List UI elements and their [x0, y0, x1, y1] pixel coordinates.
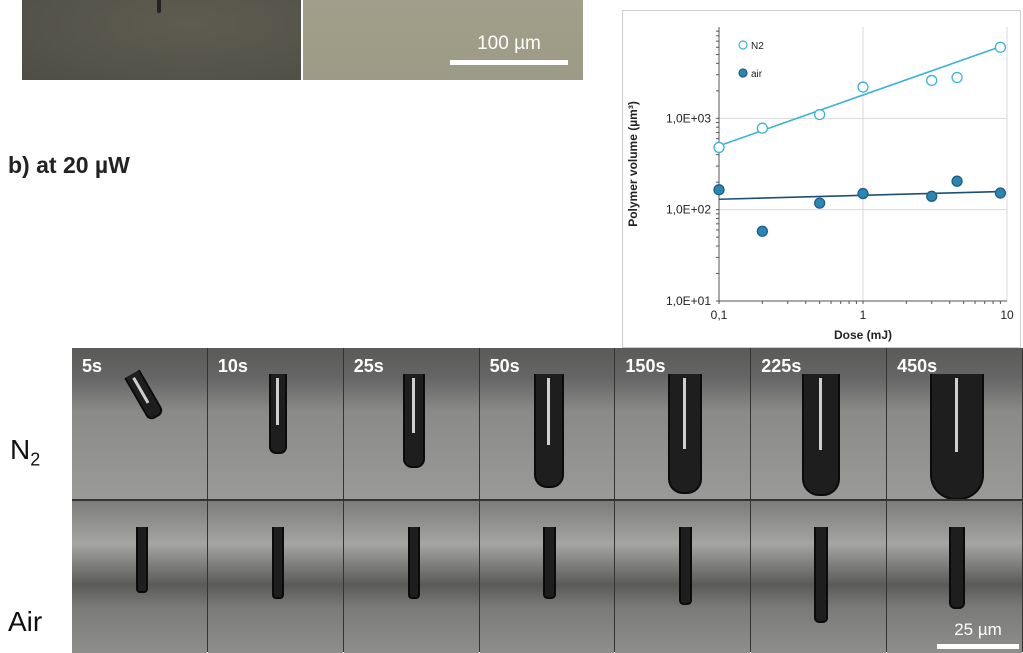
legend-label: N2	[751, 41, 764, 52]
frame-time-label: 5s	[82, 356, 103, 376]
frame-n2-450s: 450s	[887, 348, 1022, 499]
polymer-tip	[402, 374, 425, 468]
frame-air-225s	[751, 501, 887, 653]
frame-time-label: 10s	[217, 356, 248, 376]
scale-bar-label: 100 µm	[477, 33, 541, 54]
frame-air-150s	[615, 501, 751, 653]
chart-panel: 1,0E+01 1,0E+02 1,0E+03 0,1 1 10 Dose (mJ) Poly…	[622, 10, 1021, 348]
polymer-tip	[157, 0, 161, 13]
data-point	[857, 187, 869, 200]
legend-marker	[738, 68, 748, 78]
frame-n2-25s: 25s	[343, 348, 479, 499]
frame-n2-50s: 50s	[479, 348, 615, 499]
scale-bar-label-bottom: 25 µm	[954, 620, 1002, 639]
legend-label: air	[751, 69, 763, 80]
micrograph-left	[22, 0, 301, 80]
polymer-tip	[534, 374, 565, 488]
frame-time-label: 450s	[897, 356, 938, 376]
frame-n2-5s: 5s	[72, 348, 207, 499]
frame-air-25s	[343, 501, 479, 653]
frame-air-10s	[207, 501, 343, 653]
y-tick-label: 1,0E+01	[666, 294, 711, 308]
y-tick-label: 1,0E+02	[666, 203, 711, 217]
polymer-tip	[268, 374, 287, 454]
polymer-tip	[135, 527, 148, 593]
data-point	[926, 190, 938, 202]
polymer-tip	[814, 527, 829, 623]
data-point	[857, 81, 869, 93]
x-axis-label: Dose (mJ)	[834, 328, 892, 342]
section-label: b) at 20 µW	[8, 152, 130, 178]
polymer-tip	[124, 369, 165, 422]
frame-time-label: 150s	[625, 356, 666, 376]
data-point	[951, 175, 963, 187]
x-tick-label: 1	[860, 308, 867, 322]
scale-bar	[450, 60, 568, 65]
timelapse-grid: 5s 10s 25s 50s 150s 225s 450s	[72, 348, 1023, 653]
data-point	[951, 71, 963, 84]
polymer-tip	[542, 527, 556, 599]
y-axis-label: Polymer volume (µm³)	[626, 101, 640, 227]
data-point	[994, 187, 1007, 199]
polymer-tip	[930, 374, 985, 499]
x-tick-label: 10	[1000, 308, 1014, 322]
row-label-n2-sub: 2	[30, 449, 41, 470]
row-label-n2-text: N	[10, 434, 31, 465]
scatter-chart: 1,0E+01 1,0E+02 1,0E+03 0,1 1 10 Dose (mJ) Poly…	[626, 27, 1014, 342]
data-point	[814, 108, 826, 121]
frame-n2-150s: 150s	[615, 348, 751, 499]
row-label-n2: N2	[10, 434, 40, 471]
frame-time-label: 225s	[761, 356, 802, 376]
polymer-tip	[678, 527, 692, 605]
y-tick-label: 1,0E+03	[666, 111, 711, 125]
frame-n2-10s: 10s	[207, 348, 343, 499]
frame-air-50s	[479, 501, 615, 653]
data-point	[756, 122, 768, 134]
polymer-tip	[407, 527, 420, 599]
polymer-tip	[802, 374, 841, 496]
data-point	[814, 197, 826, 209]
frame-air-5s	[72, 501, 207, 653]
row-label-air: Air	[8, 606, 43, 637]
micrograph-right	[303, 0, 583, 80]
data-point	[926, 74, 938, 87]
data-point	[713, 184, 725, 196]
scale-bar-bottom	[937, 644, 1019, 649]
data-point	[713, 141, 725, 154]
data-point	[756, 225, 768, 237]
frame-time-label: 25s	[353, 356, 384, 376]
x-tick-label: 0,1	[711, 308, 728, 322]
polymer-tip	[271, 527, 284, 599]
data-point	[994, 41, 1007, 53]
frame-time-label: 50s	[489, 356, 520, 376]
frame-n2-225s: 225s	[751, 348, 887, 499]
polymer-tip	[668, 374, 703, 494]
legend-marker	[738, 40, 748, 50]
frame-air-450s	[887, 501, 1022, 653]
polymer-tip	[949, 527, 966, 609]
